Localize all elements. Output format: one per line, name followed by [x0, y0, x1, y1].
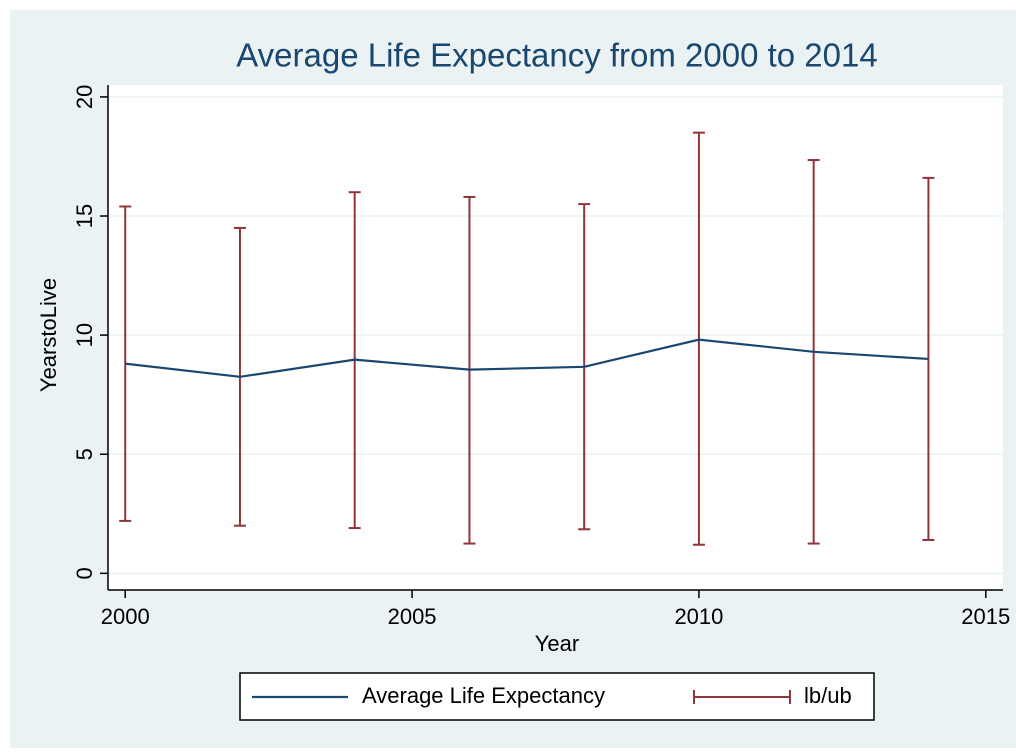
x-tick-label: 2005 — [388, 604, 437, 629]
x-tick-label: 2010 — [674, 604, 723, 629]
x-tick-label: 2000 — [101, 604, 150, 629]
line — [125, 338, 929, 378]
y-tick-label: 20 — [72, 85, 97, 109]
chart-title: Average Life Expectancy from 2000 to 201… — [236, 37, 877, 74]
y-tick-label: 10 — [72, 323, 97, 347]
y-tick-label: 0 — [72, 567, 97, 579]
legend-label: lb/ub — [804, 683, 852, 708]
legend-label: Average Life Expectancy — [362, 683, 605, 708]
x-axis-label: Year — [535, 631, 579, 656]
x-tick-label: 2015 — [961, 604, 1010, 629]
y-axis-label: YearstoLive — [36, 278, 61, 392]
plot-area — [108, 85, 1003, 590]
y-tick-label: 15 — [72, 204, 97, 228]
y-tick-label: 5 — [72, 448, 97, 460]
